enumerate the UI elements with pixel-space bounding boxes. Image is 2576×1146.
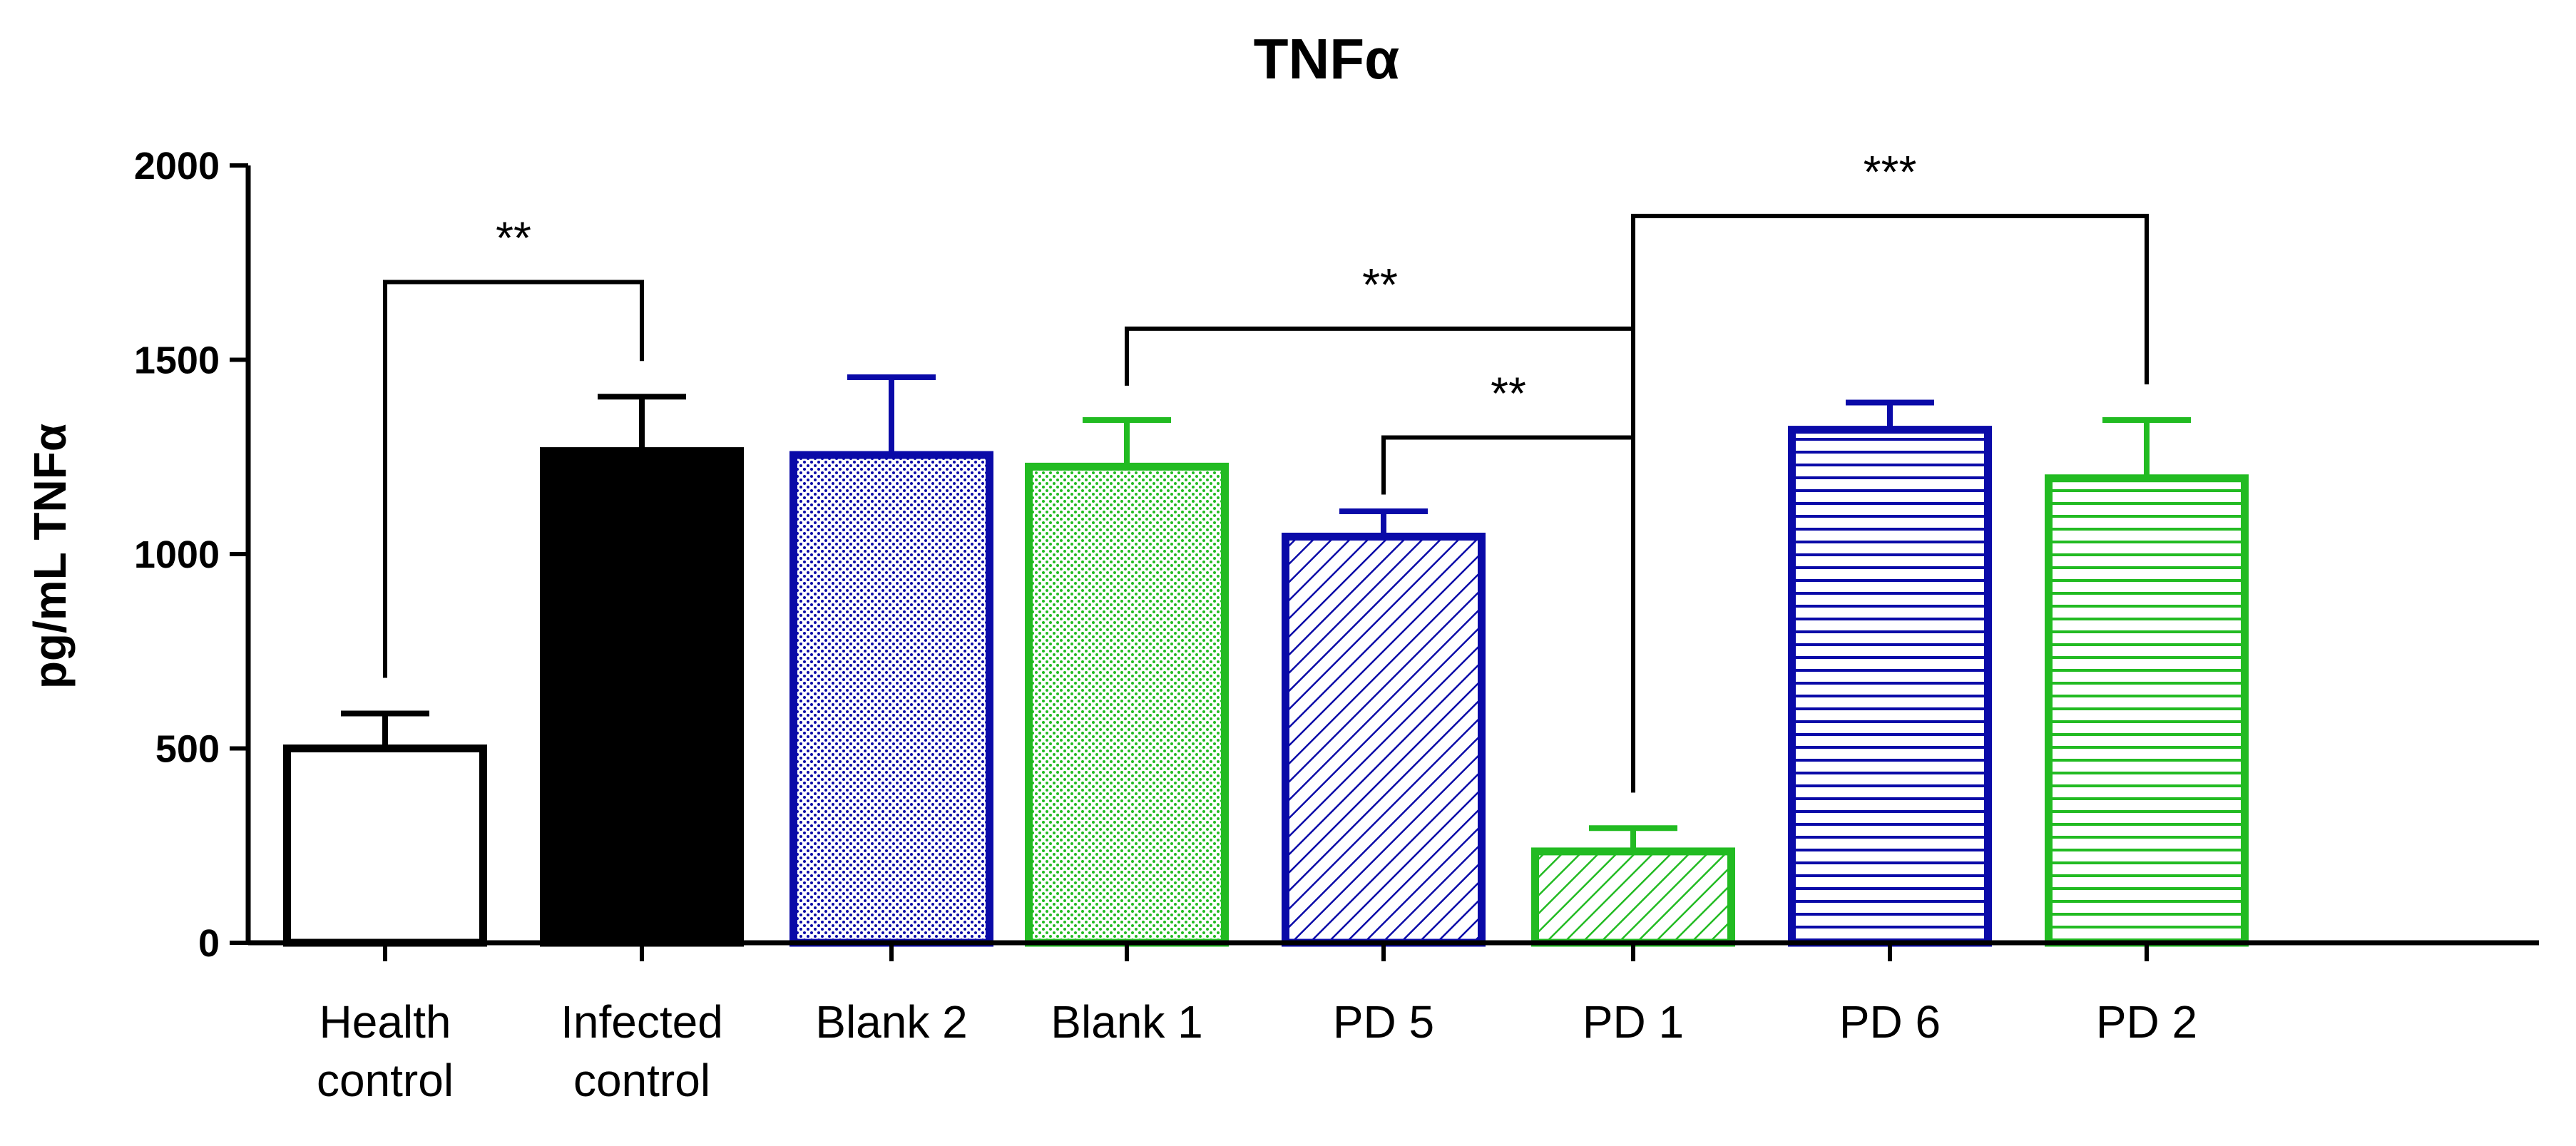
x-tick-label-line: Blank 1	[1051, 996, 1202, 1048]
significance-brackets: *********	[383, 146, 2149, 793]
x-tick-label-line: PD 5	[1333, 996, 1434, 1048]
x-tick-label-line: PD 2	[2096, 996, 2197, 1048]
x-tick-label-line: control	[317, 1055, 454, 1106]
y-tick-label: 2000	[134, 145, 220, 188]
x-tick-label: PD 2	[2096, 996, 2197, 1048]
x-tick-label: Infected control	[561, 996, 723, 1106]
x-tick-label: Blank 2	[815, 996, 967, 1048]
bar	[2045, 474, 2249, 947]
significance-bracket	[1631, 213, 2149, 793]
x-tick-label-line: Health	[320, 996, 451, 1048]
y-tick-label: 0	[198, 922, 220, 965]
significance-label: **	[1491, 368, 1526, 419]
y-tick-label: 1500	[134, 339, 220, 382]
bars	[283, 426, 2249, 947]
x-tick-label-line: PD 6	[1839, 996, 1941, 1048]
x-tick-label-line: PD 1	[1583, 996, 1684, 1048]
bar	[1025, 462, 1229, 947]
x-tick-label-line: Blank 2	[815, 996, 967, 1048]
significance-label: **	[1362, 259, 1398, 310]
significance-bracket	[383, 280, 644, 678]
x-axis	[248, 940, 2539, 961]
x-tick-label: PD 1	[1583, 996, 1684, 1048]
significance-label: **	[496, 213, 531, 264]
x-tick-label-line: control	[573, 1055, 710, 1106]
y-axis-label: pg/mL TNFα	[24, 424, 76, 689]
significance-label: ***	[1864, 146, 1917, 198]
bar	[1788, 426, 1992, 947]
x-tick-label: Blank 1	[1051, 996, 1202, 1048]
y-tick-label: 500	[155, 728, 220, 771]
chart-title: TNFα	[1254, 27, 1400, 91]
bar	[789, 451, 993, 947]
bar	[1282, 532, 1486, 947]
x-tick-label-line: Infected	[561, 996, 723, 1048]
y-axis: 0 500 1000 1500 2000	[134, 145, 251, 965]
x-tick-labels: Health control Infected control Blank 2 Blank…	[317, 996, 2197, 1106]
bar	[283, 745, 487, 947]
x-tick-label: PD 6	[1839, 996, 1941, 1048]
x-tick-label: PD 5	[1333, 996, 1434, 1048]
bar	[1531, 847, 1735, 947]
bar	[540, 447, 744, 947]
x-tick-label: Health control	[317, 996, 454, 1106]
error-bars	[341, 374, 2191, 851]
y-tick-label: 1000	[134, 533, 220, 576]
